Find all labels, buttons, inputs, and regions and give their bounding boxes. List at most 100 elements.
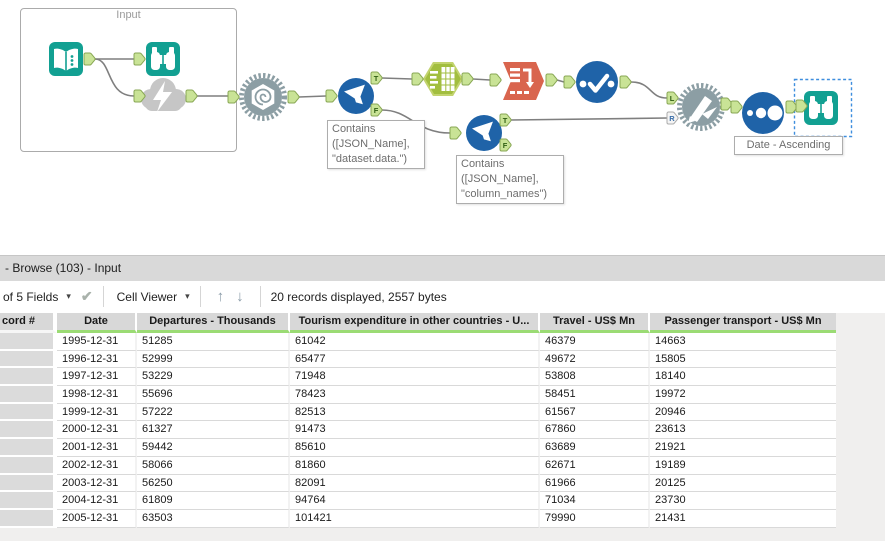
wire-filter1T-to-texttocolumns[interactable] [381,77,413,80]
tool-filter-2[interactable] [466,115,502,151]
record-gutter-cell [0,439,57,457]
toolbar-separator [259,286,261,307]
tool-select[interactable] [576,61,618,103]
tool-dynamic-rename[interactable] [677,83,725,131]
column-header-passenger-transport[interactable]: Passenger transport - US$ Mn [650,313,836,333]
column-header-travel[interactable]: Travel - US$ Mn [540,313,650,333]
wire-jsonparse-to-filter1[interactable] [298,95,327,98]
cell-travel: 46379 [540,333,650,351]
cell-date: 1998-12-31 [57,386,137,404]
panel-bottom-strip [0,528,885,541]
record-count-label: 20 records displayed, 2557 bytes [270,289,447,304]
record-gutter-cell [0,421,57,440]
cell-tourism-expenditure: 85610 [290,439,540,457]
cell-departures: 63503 [137,509,290,528]
wire-crosstab-to-select[interactable] [556,79,565,83]
cell-date: 2004-12-31 [57,492,137,510]
cell-passenger-transport: 20125 [650,474,836,493]
cell-date: 2001-12-31 [57,439,137,457]
cell-travel: 62671 [540,456,650,475]
cell-travel: 71034 [540,492,650,510]
anchor-label-L: L [670,94,675,103]
cell-date: 2002-12-31 [57,456,137,475]
tool-text-to-columns[interactable] [422,62,464,96]
anchor-label-T: T [503,116,508,125]
workflow-canvas[interactable]: Input [0,0,885,255]
table-row: 1997-12-31 53229 71948 53808 18140 [0,368,836,387]
annotation-filter2[interactable]: Contains ([JSON_Name], "column_names") [456,155,564,204]
table-grid-lines [441,67,455,91]
cell-departures: 53229 [137,368,290,387]
tool-filter-1[interactable] [338,78,374,114]
record-gutter-cell [0,492,57,510]
cell-passenger-transport: 15805 [650,350,836,369]
cell-travel: 58451 [540,386,650,404]
browse-binoculars-icon [151,47,175,70]
cell-travel: 79990 [540,509,650,528]
record-gutter-cell [0,333,57,351]
record-gutter-cell [0,368,57,387]
cross-tab-icon [510,68,534,94]
cell-departures: 61809 [137,492,290,510]
cell-viewer-dropdown-caret-icon[interactable]: ▾ [185,291,190,301]
tool-browse-1[interactable] [146,42,180,76]
cell-departures: 57222 [137,403,290,422]
cell-departures: 55696 [137,386,290,404]
cell-travel: 63689 [540,439,650,457]
cell-tourism-expenditure: 82091 [290,474,540,493]
tool-cross-tab[interactable] [503,62,544,100]
filter-funnel-icon [472,121,493,142]
cell-travel: 61567 [540,403,650,422]
record-gutter-cell [0,456,57,475]
cell-travel: 61966 [540,474,650,493]
anchor-label-F: F [374,106,379,115]
sort-dots-icon [747,105,783,121]
apply-check-icon[interactable]: ✔ [80,288,93,304]
table-row: 1995-12-31 51285 61042 46379 14663 [0,333,836,351]
results-panel-title: - Browse (103) - Input [0,255,885,281]
tool-browse-2[interactable] [804,91,838,125]
lightning-icon [153,81,172,112]
annotation-filter1[interactable]: Contains ([JSON_Name], "dataset.data.") [327,120,425,169]
tool-download-disabled[interactable] [141,78,186,112]
cell-tourism-expenditure: 101421 [290,509,540,528]
cell-departures: 51285 [137,333,290,351]
cell-travel: 53808 [540,368,650,387]
cell-travel: 67860 [540,421,650,440]
column-header-departures[interactable]: Departures - Thousands [137,313,290,333]
cell-date: 2003-12-31 [57,474,137,493]
cell-tourism-expenditure: 65477 [290,350,540,369]
cell-viewer-button[interactable]: Cell Viewer [116,289,178,304]
table-row: 2001-12-31 59442 85610 63689 21921 [0,439,836,457]
tool-container-input[interactable] [20,8,237,152]
annotation-sort[interactable]: Date - Ascending [734,136,843,155]
wire-texttocolumns-to-crosstab[interactable] [472,78,491,81]
table-header-row: cord # Date Departures - Thousands Touri… [0,313,836,333]
workflow-graph: T F T F L R [49,42,853,152]
table-row: 2004-12-31 61809 94764 71034 23730 [0,492,836,510]
results-toolbar: of 5 Fields ▾ ✔ Cell Viewer ▾ ↑ ↓ 20 rec… [0,281,885,312]
wire-filter2T-to-rename-R[interactable] [510,117,668,121]
tool-sort[interactable] [742,92,784,134]
cell-passenger-transport: 19972 [650,386,836,404]
column-header-record[interactable]: cord # [0,313,57,333]
scroll-down-button[interactable]: ↓ [236,288,244,305]
cell-date: 1999-12-31 [57,403,137,422]
anchor-label-R: R [669,114,675,123]
fields-dropdown-caret-icon[interactable]: ▾ [66,291,71,301]
cell-tourism-expenditure: 94764 [290,492,540,510]
column-header-tourism-expenditure[interactable]: Tourism expenditure in other countries -… [290,313,540,333]
anchor-labels: T F T F L R [374,74,676,150]
toolbar-separator [102,286,104,307]
wire-input-to-download[interactable] [94,58,135,97]
cell-passenger-transport: 18140 [650,368,836,387]
wire-select-to-rename-L[interactable] [630,81,668,99]
tool-input-data[interactable] [49,42,83,76]
select-check-icon [579,73,615,93]
cell-passenger-transport: 23613 [650,421,836,440]
scroll-up-button[interactable]: ↑ [216,288,225,305]
column-header-date[interactable]: Date [57,313,137,333]
cell-passenger-transport: 19189 [650,456,836,475]
tool-json-parse[interactable] [239,73,287,121]
input-data-book-icon [54,48,78,71]
